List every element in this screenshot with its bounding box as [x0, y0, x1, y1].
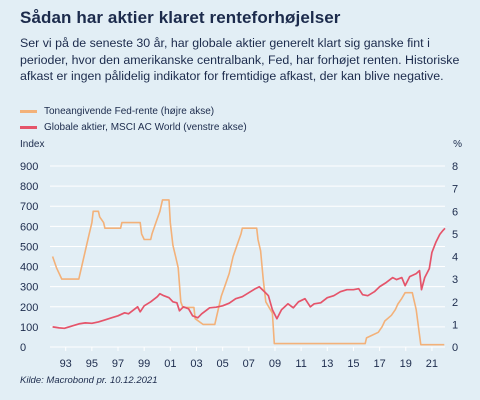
x-tick-label: 19	[400, 358, 412, 370]
x-tick-label: 03	[190, 358, 202, 370]
left-tick-label: 300	[20, 282, 38, 294]
legend-item-fed-rate: Toneangivende Fed-rente (højre akse)	[20, 103, 247, 119]
left-tick-label: 0	[20, 342, 26, 354]
x-tick-label: 15	[347, 358, 359, 370]
left-tick-label: 500	[20, 241, 38, 253]
legend-swatch-msci	[20, 125, 37, 129]
left-tick-label: 400	[20, 262, 38, 274]
x-tick-label: 95	[86, 358, 98, 370]
right-tick-label: 4	[452, 252, 458, 264]
left-axis-label: Index	[20, 139, 45, 150]
x-tick-label: 17	[373, 358, 385, 370]
legend-swatch-fed-rate	[20, 109, 37, 113]
legend: Toneangivende Fed-rente (højre akse) Glo…	[20, 103, 247, 135]
legend-label-fed-rate: Toneangivende Fed-rente (højre akse)	[44, 105, 215, 117]
x-tick-label: 01	[164, 358, 176, 370]
left-tick-label: 900	[20, 161, 38, 173]
x-tick-label: 99	[138, 358, 150, 370]
right-axis-label: %	[453, 139, 462, 150]
left-tick-label: 100	[20, 322, 38, 334]
right-tick-label: 0	[452, 342, 458, 354]
x-tick-label: 97	[112, 358, 124, 370]
x-tick-label: 13	[321, 358, 333, 370]
left-tick-label: 200	[20, 302, 38, 314]
chart-title: Sådan har aktier klaret renteforhøjelser	[20, 8, 341, 27]
right-tick-label: 8	[452, 161, 458, 173]
fed-rate-line	[51, 199, 445, 346]
legend-item-msci: Globale aktier, MSCI AC World (venstre a…	[20, 119, 247, 135]
x-tick-label: 09	[269, 358, 281, 370]
right-tick-label: 7	[452, 184, 458, 196]
x-tick-label: 93	[60, 358, 72, 370]
left-tick-label: 700	[20, 201, 38, 213]
right-tick-label: 3	[452, 274, 458, 286]
chart-subtitle: Ser vi på de seneste 30 år, har globale …	[20, 36, 460, 84]
x-tick-label: 21	[426, 358, 438, 370]
x-tick-label: 07	[243, 358, 255, 370]
right-tick-label: 1	[452, 319, 458, 331]
x-tick-label: 11	[295, 358, 306, 370]
right-tick-label: 2	[452, 297, 458, 309]
legend-label-msci: Globale aktier, MSCI AC World (venstre a…	[44, 121, 247, 133]
source-note: Kilde: Macrobond pr. 10.12.2021	[20, 375, 158, 386]
left-tick-label: 600	[20, 221, 38, 233]
right-tick-label: 5	[452, 229, 458, 241]
left-tick-label: 800	[20, 181, 38, 193]
x-tick-label: 05	[217, 358, 229, 370]
msci-world-line	[52, 227, 446, 330]
right-tick-label: 6	[452, 206, 458, 218]
